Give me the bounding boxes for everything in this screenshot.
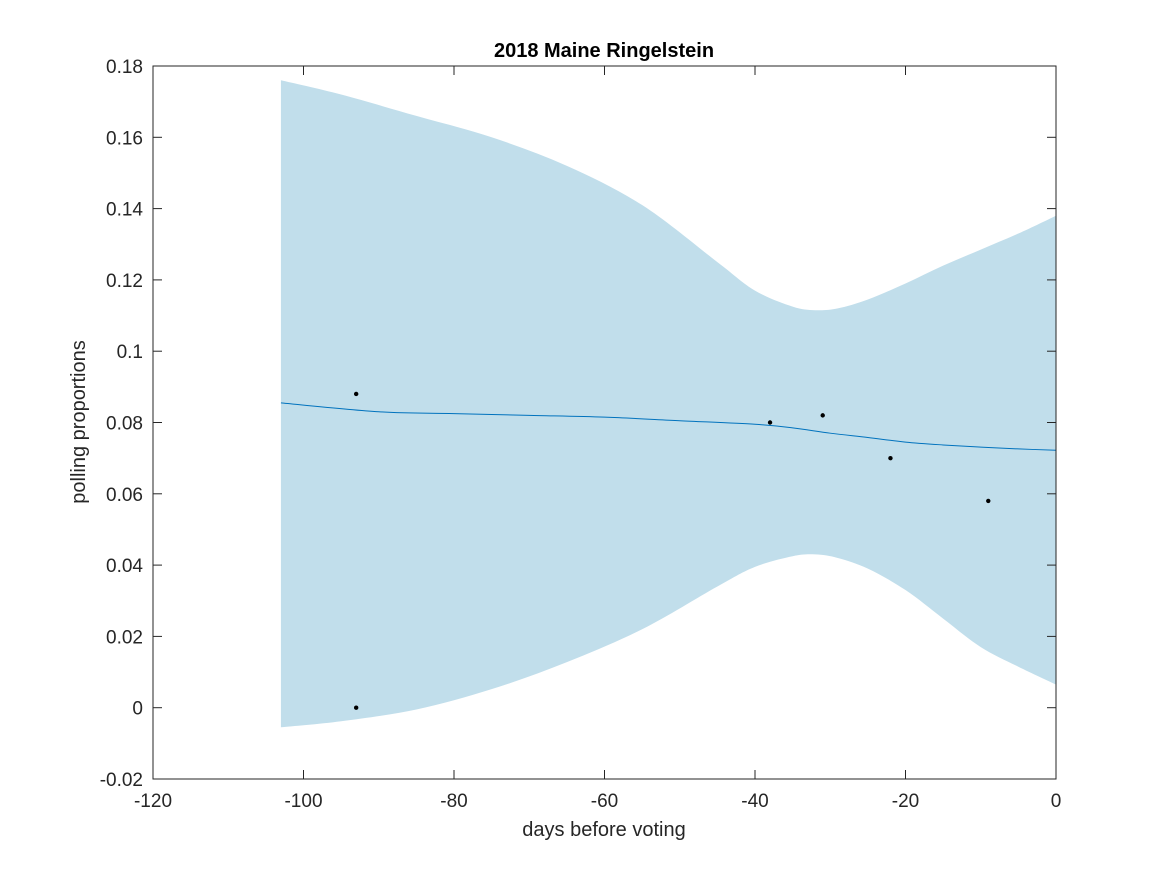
confidence-band-layer [280,80,1056,728]
trend-line [280,402,1057,451]
y-tick-label: 0.08 [106,414,143,435]
chart-title: 2018 Maine Ringelstein [494,40,714,62]
x-tick-label: -120 [134,791,172,812]
poll-point [820,413,825,418]
y-tick-label: 0.16 [106,128,143,149]
y-tick-label: 0.04 [106,556,143,577]
y-tick-label: -0.02 [100,770,143,791]
x-tick-label: -40 [741,791,768,812]
confidence-band [280,80,1056,728]
y-tick-label: 0.14 [106,200,143,221]
y-tick-label: 0.12 [106,271,143,292]
ticks-layer: -120 -100 -80 -60 -40 -20 0 -0.02 0 0.02 0.04 0.06 0… [100,57,1062,812]
x-tick-label: 0 [1051,791,1062,812]
y-tick-label: 0.18 [106,57,143,78]
trend-line-layer [280,402,1057,451]
poll-point [986,498,991,504]
y-tick-label: 0.06 [106,485,143,506]
poll-point [353,391,359,397]
poll-point [888,455,893,461]
y-tick-label: 0.1 [117,342,143,363]
x-tick-label: -100 [284,791,322,812]
poll-point [353,705,359,710]
y-tick-label: 0.02 [106,627,143,648]
x-tick-label: -20 [892,791,919,812]
poll-points-layer [353,391,991,710]
x-axis-label: days before voting [522,819,685,841]
y-axis-label: polling proportions [68,340,90,503]
poll-point [767,420,773,425]
x-tick-label: -60 [591,791,618,812]
x-tick-label: -80 [440,791,467,812]
y-tick-label: 0 [132,699,143,720]
